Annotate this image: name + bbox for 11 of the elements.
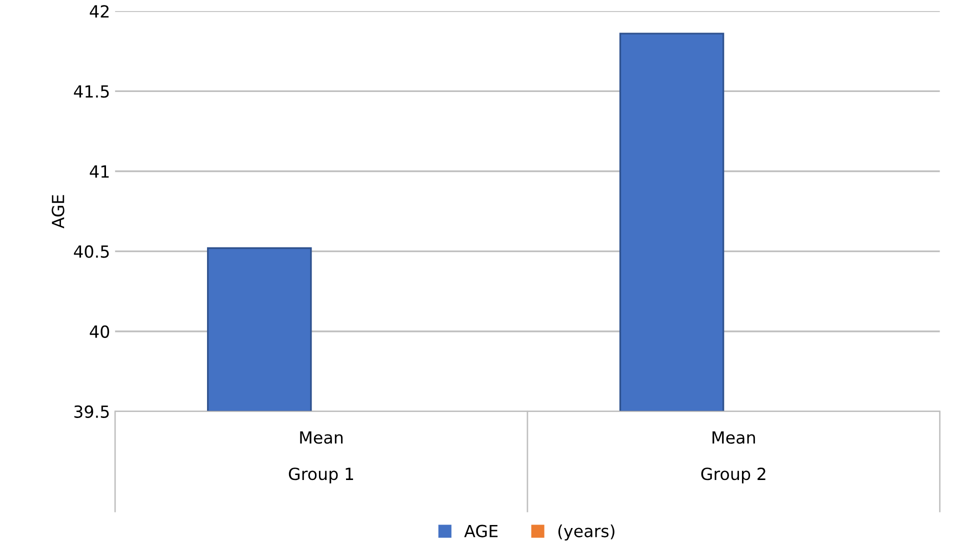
legend-label: AGE	[464, 524, 498, 538]
y-tick-label: 42	[90, 5, 109, 18]
y-tick-label: 41.5	[74, 85, 109, 98]
category-label: Mean Group 2	[701, 431, 766, 484]
y-tick-label: 40.5	[74, 245, 109, 258]
y-tick-label: 39.5	[74, 405, 109, 418]
y-tick-label: 40	[90, 325, 110, 338]
y-axis-title: AGE	[52, 195, 64, 228]
y-tick-label: 41	[90, 165, 109, 178]
legend-label: (years)	[558, 524, 614, 541]
category-label: Mean Group 1	[288, 431, 354, 484]
